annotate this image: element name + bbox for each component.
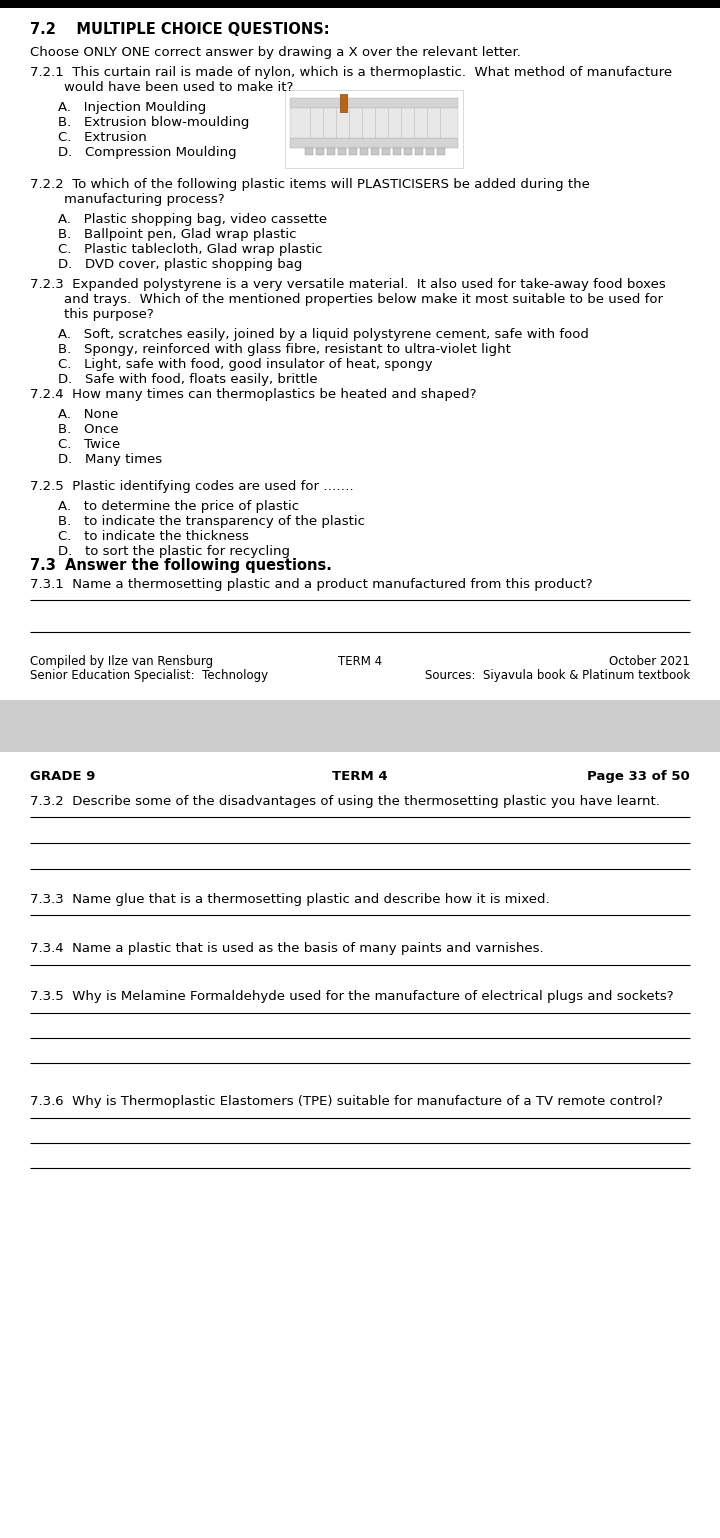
Text: C.   Twice: C. Twice <box>58 438 120 451</box>
Text: Compiled by Ilze van Rensburg: Compiled by Ilze van Rensburg <box>30 655 213 667</box>
Text: 7.3.5  Why is Melamine Formaldehyde used for the manufacture of electrical plugs: 7.3.5 Why is Melamine Formaldehyde used … <box>30 990 674 1003</box>
Text: TERM 4: TERM 4 <box>332 771 388 783</box>
Text: D.   Compression Moulding: D. Compression Moulding <box>58 146 237 158</box>
Bar <box>393 148 401 155</box>
Text: A.   None: A. None <box>58 408 118 421</box>
Text: D.   Safe with food, floats easily, brittle: D. Safe with food, floats easily, brittl… <box>58 374 318 386</box>
Text: B.   to indicate the transparency of the plastic: B. to indicate the transparency of the p… <box>58 515 365 528</box>
Bar <box>0 700 720 752</box>
Bar <box>340 94 347 112</box>
Text: C.   to indicate the thickness: C. to indicate the thickness <box>58 531 249 543</box>
Text: B.   Extrusion blow-moulding: B. Extrusion blow-moulding <box>58 115 249 129</box>
Text: C.   Plastic tablecloth, Glad wrap plastic: C. Plastic tablecloth, Glad wrap plastic <box>58 243 323 255</box>
Text: TERM 4: TERM 4 <box>338 655 382 667</box>
Text: October 2021: October 2021 <box>609 655 690 667</box>
Text: A.   Injection Moulding: A. Injection Moulding <box>58 102 206 114</box>
Bar <box>404 148 412 155</box>
Text: C.   Extrusion: C. Extrusion <box>58 131 147 145</box>
Bar <box>290 108 458 138</box>
Bar <box>305 148 313 155</box>
Text: A.   Soft, scratches easily, joined by a liquid polystyrene cement, safe with fo: A. Soft, scratches easily, joined by a l… <box>58 328 589 341</box>
Bar <box>360 148 368 155</box>
Text: 7.2.4  How many times can thermoplastics be heated and shaped?: 7.2.4 How many times can thermoplastics … <box>30 388 477 401</box>
Bar <box>426 148 434 155</box>
Text: Choose ONLY ONE correct answer by drawing a X over the relevant letter.: Choose ONLY ONE correct answer by drawin… <box>30 46 521 58</box>
Text: 7.3.3  Name glue that is a thermosetting plastic and describe how it is mixed.: 7.3.3 Name glue that is a thermosetting … <box>30 894 549 906</box>
Text: 7.2    MULTIPLE CHOICE QUESTIONS:: 7.2 MULTIPLE CHOICE QUESTIONS: <box>30 22 330 37</box>
Text: C.   Light, safe with food, good insulator of heat, spongy: C. Light, safe with food, good insulator… <box>58 358 433 371</box>
Text: and trays.  Which of the mentioned properties below make it most suitable to be : and trays. Which of the mentioned proper… <box>30 294 663 306</box>
Text: this purpose?: this purpose? <box>30 308 154 321</box>
Text: 7.2.3  Expanded polystyrene is a very versatile material.  It also used for take: 7.2.3 Expanded polystyrene is a very ver… <box>30 278 666 291</box>
Text: manufacturing process?: manufacturing process? <box>30 192 225 206</box>
Text: 7.3.4  Name a plastic that is used as the basis of many paints and varnishes.: 7.3.4 Name a plastic that is used as the… <box>30 941 544 955</box>
Text: 7.2.1  This curtain rail is made of nylon, which is a thermoplastic.  What metho: 7.2.1 This curtain rail is made of nylon… <box>30 66 672 78</box>
Bar <box>316 148 324 155</box>
Text: 7.3.2  Describe some of the disadvantages of using the thermosetting plastic you: 7.3.2 Describe some of the disadvantages… <box>30 795 660 807</box>
Bar <box>382 148 390 155</box>
Text: GRADE 9: GRADE 9 <box>30 771 95 783</box>
Text: Answer the following questions.: Answer the following questions. <box>65 558 332 574</box>
Bar <box>285 91 463 168</box>
Bar <box>0 0 720 8</box>
Text: Page 33 of 50: Page 33 of 50 <box>588 771 690 783</box>
Bar <box>437 148 445 155</box>
Text: Sources:  Siyavula book & Platinum textbook: Sources: Siyavula book & Platinum textbo… <box>425 669 690 681</box>
Text: D.   Many times: D. Many times <box>58 454 162 466</box>
Bar <box>327 148 335 155</box>
Bar <box>0 0 720 855</box>
Text: Senior Education Specialist:  Technology: Senior Education Specialist: Technology <box>30 669 268 681</box>
Text: A.   Plastic shopping bag, video cassette: A. Plastic shopping bag, video cassette <box>58 212 327 226</box>
Bar <box>349 148 357 155</box>
Text: B.   Ballpoint pen, Glad wrap plastic: B. Ballpoint pen, Glad wrap plastic <box>58 228 297 241</box>
Text: would have been used to make it?: would have been used to make it? <box>30 82 293 94</box>
Text: 7.3.6  Why is Thermoplastic Elastomers (TPE) suitable for manufacture of a TV re: 7.3.6 Why is Thermoplastic Elastomers (T… <box>30 1095 663 1107</box>
Bar <box>415 148 423 155</box>
Text: B.   Once: B. Once <box>58 423 119 435</box>
Bar <box>290 98 458 108</box>
Bar <box>371 148 379 155</box>
Bar <box>290 138 458 148</box>
Text: B.   Spongy, reinforced with glass fibre, resistant to ultra-violet light: B. Spongy, reinforced with glass fibre, … <box>58 343 511 355</box>
Text: 7.3: 7.3 <box>30 558 56 574</box>
Text: 7.2.5  Plastic identifying codes are used for …….: 7.2.5 Plastic identifying codes are used… <box>30 480 354 494</box>
Bar <box>0 752 720 1538</box>
Text: 7.3.1  Name a thermosetting plastic and a product manufactured from this product: 7.3.1 Name a thermosetting plastic and a… <box>30 578 593 591</box>
Text: A.   to determine the price of plastic: A. to determine the price of plastic <box>58 500 299 514</box>
Text: 7.2.2  To which of the following plastic items will PLASTICISERS be added during: 7.2.2 To which of the following plastic … <box>30 178 590 191</box>
Text: D.   DVD cover, plastic shopping bag: D. DVD cover, plastic shopping bag <box>58 258 302 271</box>
Bar <box>338 148 346 155</box>
Text: D.   to sort the plastic for recycling: D. to sort the plastic for recycling <box>58 544 290 558</box>
